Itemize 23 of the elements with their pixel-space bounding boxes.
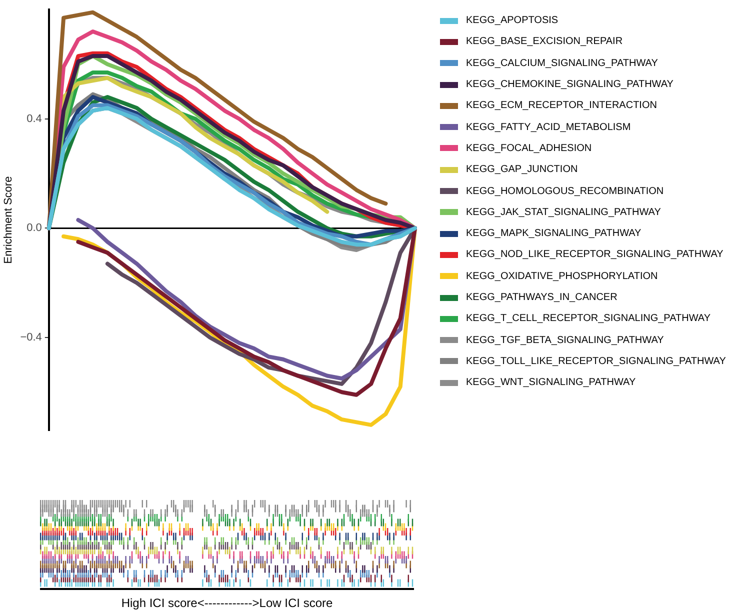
legend-label: KEGG_GAP_JUNCTION xyxy=(466,164,578,176)
legend-label: KEGG_WNT_SIGNALING_PATHWAY xyxy=(466,377,636,388)
y-tick-label: 0.4 xyxy=(26,112,42,125)
legend-label: KEGG_BASE_EXCISION_REPAIR xyxy=(466,36,623,48)
legend-label: KEGG_TOLL_LIKE_RECEPTOR_SIGNALING_PATHWAY xyxy=(466,356,726,367)
legend-label: KEGG_ECM_RECEPTOR_INTERACTION xyxy=(466,100,657,112)
legend-label: KEGG_CHEMOKINE_SIGNALING_PATHWAY xyxy=(466,79,674,90)
text: High ICI score<------------>Low ICI score xyxy=(120,596,334,610)
legend-label: KEGG_CALCIUM_SIGNALING_PATHWAY xyxy=(466,58,658,69)
legend-label: KEGG_OXIDATIVE_PHOSPHORYLATION xyxy=(466,270,658,282)
y-tick-label: 0.0 xyxy=(26,222,42,234)
legend-label: KEGG_TGF_BETA_SIGNALING_PATHWAY xyxy=(466,334,664,346)
legend-label: KEGG_PATHWAYS_IN_CANCER xyxy=(466,292,618,303)
y-axis-title: Enrichment Score xyxy=(2,176,15,264)
legend-label: KEGG_FOCAL_ADHESION xyxy=(466,142,592,154)
y-tick-label: −0.4 xyxy=(20,332,42,344)
legend-label: KEGG_T_CELL_RECEPTOR_SIGNALING_PATHWAY xyxy=(466,313,711,324)
legend-label: KEGG_JAK_STAT_SIGNALING_PATHWAY xyxy=(466,206,661,218)
legend-label: KEGG_MAPK_SIGNALING_PATHWAY xyxy=(466,228,642,240)
legend-label: KEGG_NOD_LIKE_RECEPTOR_SIGNALING_PATHWAY xyxy=(466,249,724,260)
legend-label: KEGG_APOPTOSIS xyxy=(466,15,558,26)
legend-label: KEGG_FATTY_ACID_METABOLISM xyxy=(466,122,631,133)
legend-label: KEGG_HOMOLOGOUS_RECOMBINATION xyxy=(466,186,664,197)
